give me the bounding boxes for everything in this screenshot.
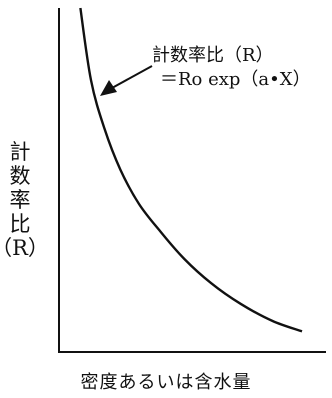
annotation-line-1: 計数率比（R） bbox=[152, 45, 274, 66]
formula-annotation: 計数率比（R） ＝Ro exp（a•X） bbox=[152, 44, 311, 92]
y-axis-label-char-5: （R） bbox=[0, 236, 49, 260]
y-axis-label-char-4: 比 bbox=[9, 212, 31, 236]
y-axis-label: 計 数 率 比 （R） bbox=[0, 140, 49, 260]
axes bbox=[58, 8, 326, 353]
y-axis-label-char-2: 数 bbox=[9, 164, 31, 188]
annotation-arrow bbox=[100, 65, 153, 96]
arrow-head bbox=[100, 80, 117, 96]
series-group bbox=[79, 7, 303, 333]
y-axis-label-char-1: 計 bbox=[9, 140, 31, 164]
annotation-line-2: ＝Ro exp（a•X） bbox=[160, 69, 311, 90]
series-line bbox=[79, 7, 303, 333]
arrow-shaft bbox=[111, 65, 153, 89]
y-axis-label-char-3: 率 bbox=[9, 188, 31, 212]
x-axis-label: 密度あるいは含水量 bbox=[80, 372, 252, 393]
